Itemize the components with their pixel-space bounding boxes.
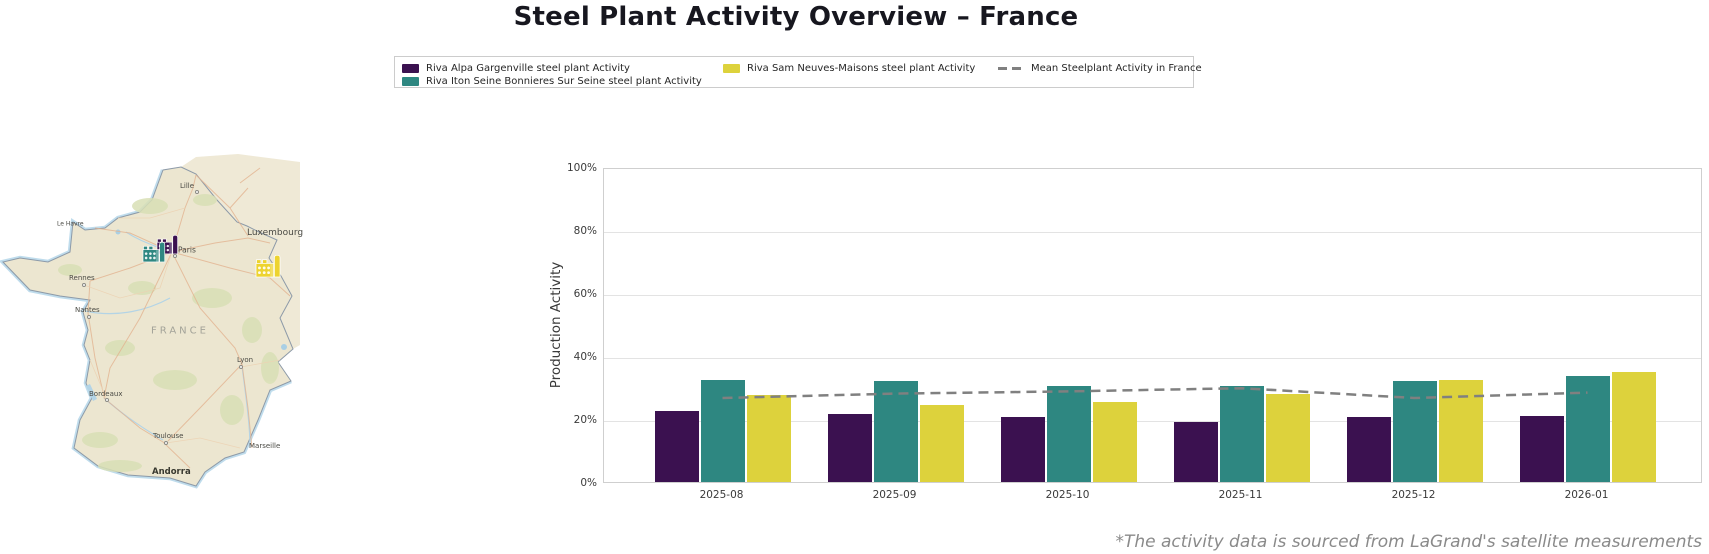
map-city-dot [164,441,168,445]
bar-2025-08-series2 [746,395,791,482]
mean-activity-line [722,386,1588,400]
map-gironde-estuary [86,384,97,401]
legend-label: Riva Iton Seine Bonnieres Sur Seine stee… [426,75,702,87]
x-tick-label: 2026-01 [1564,489,1609,501]
france-map: Lille Luxembourg Le Havre Paris Rennes Nantes… [0,148,304,492]
chart-legend: Riva Alpa Gargenville steel plant Activi… [394,56,1202,88]
legend-label: Riva Sam Neuves-Maisons steel plant Acti… [747,62,976,74]
map-city-label-le-havre: Le Havre [57,220,84,228]
plot-area [603,168,1702,483]
x-tick-label: 2025-09 [872,489,917,501]
bar-2025-08-series0 [654,411,699,482]
bar-2025-09-series2 [919,404,964,482]
legend-item-gargenville: Riva Alpa Gargenville steel plant Activi… [402,61,630,75]
map-city-dot [239,365,243,369]
map-city-label-nantes: Nantes [75,306,100,314]
map-city-dot [195,190,199,194]
map-lake-geneva [281,344,287,350]
gridline [604,358,1701,359]
y-tick-label: 60% [573,287,597,300]
bar-2025-11-series2 [1265,393,1310,482]
x-tick-label: 2025-10 [1045,489,1090,501]
bar-2025-12-series0 [1346,417,1391,482]
bar-2026-01-series0 [1519,415,1564,482]
mean-line-layer [722,386,1588,400]
bar-2026-01-series2 [1611,371,1656,482]
map-neighbor-land [181,154,300,349]
bar-2025-10-series1 [1046,385,1091,482]
y-tick-label: 100% [566,161,597,174]
legend-swatch-yellow [723,63,740,73]
map-city-label-andorra: Andorra [152,467,191,477]
map-city-label-toulouse: Toulouse [153,432,184,440]
bar-2025-09-series1 [873,381,918,482]
footer-note: *The activity data is sourced from LaGra… [1115,532,1702,552]
map-terrain-green [58,194,279,472]
map-city-label-paris: Paris [178,245,196,255]
map-roads-secondary [83,207,281,449]
gridline [604,232,1701,233]
y-tick-label: 0% [580,476,597,489]
legend-swatch-purple [402,63,419,73]
legend-dashed-line-swatch [998,66,1024,70]
legend-item-mean: Mean Steelplant Activity in France [998,61,1202,75]
legend-item-neuves-maisons: Riva Sam Neuves-Maisons steel plant Acti… [723,61,975,75]
map-city-label-luxembourg: Luxembourg [247,228,304,238]
map-city-label-rennes: Rennes [69,274,95,282]
y-tick-label: 40% [573,350,597,363]
map-city-dot [82,283,86,287]
bar-2025-11-series0 [1173,422,1218,482]
bar-2025-11-series1 [1219,385,1264,482]
map-roads [87,167,291,469]
page-title: Steel Plant Activity Overview – France [513,2,1079,32]
map-city-dot [105,398,109,402]
bar-2025-09-series0 [827,414,872,482]
bar-2025-10-series0 [1000,417,1045,482]
gridline [604,295,1701,296]
x-tick-label: 2025-11 [1218,489,1263,501]
x-tick-label: 2025-08 [699,489,744,501]
bar-2025-10-series2 [1092,401,1137,482]
map-city-label-lille: Lille [180,182,195,190]
y-tick-label: 20% [573,413,597,426]
legend-label: Mean Steelplant Activity in France [1031,62,1202,74]
map-city-label-bordeaux: Bordeaux [89,390,123,398]
map-city-label-marseille: Marseille [249,442,281,450]
map-city-dot [173,254,177,258]
bar-2025-08-series1 [700,379,745,482]
map-city-dot [87,315,91,319]
france-map-svg [0,154,300,489]
legend-swatch-teal [402,76,419,86]
gridline [604,421,1701,422]
x-tick-label: 2025-12 [1391,489,1436,501]
legend-label: Riva Alpa Gargenville steel plant Activi… [426,62,630,74]
legend-item-bonnieres: Riva Iton Seine Bonnieres Sur Seine stee… [402,74,702,88]
map-city-label-lyon: Lyon [237,356,254,364]
y-axis-label: Production Activity [548,261,564,389]
map-country-label: FRANCE [151,325,209,337]
y-tick-label: 80% [573,224,597,237]
